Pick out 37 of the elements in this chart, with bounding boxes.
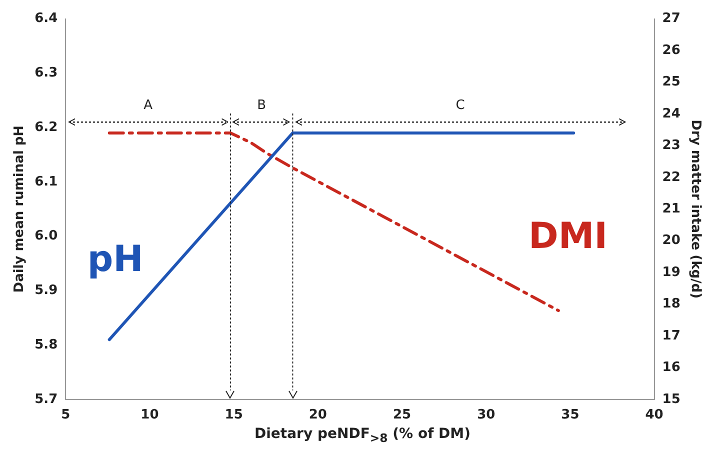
y2-tick-label: 27 bbox=[662, 11, 680, 26]
y-tick-label: 6.4 bbox=[34, 11, 58, 26]
x-tick-label: 15 bbox=[224, 408, 243, 423]
x-tick-label: 40 bbox=[645, 408, 664, 423]
y2-axis-title: Dry matter intake (kg/d) bbox=[688, 120, 703, 299]
x-tick-label: 5 bbox=[61, 408, 70, 423]
y-tick-label: 5.7 bbox=[34, 392, 58, 407]
y2-tick-label: 19 bbox=[662, 264, 680, 280]
x-tick-label: 35 bbox=[561, 408, 580, 423]
y2-tick-label: 18 bbox=[662, 296, 680, 312]
y2-tick-label: 20 bbox=[662, 233, 680, 248]
y-tick-label: 6.1 bbox=[34, 174, 58, 190]
y2-tick-label: 25 bbox=[662, 74, 680, 90]
y2-tick-label: 21 bbox=[662, 201, 680, 216]
y-tick-label: 6.2 bbox=[34, 120, 58, 135]
y2-tick-label: 16 bbox=[662, 360, 680, 376]
y-tick-label: 5.9 bbox=[34, 283, 58, 298]
annotation: A bbox=[142, 98, 154, 114]
x-tick-label: 20 bbox=[308, 408, 327, 423]
y2-tick-label: 26 bbox=[662, 42, 680, 58]
y-tick-label: 6.0 bbox=[34, 228, 58, 244]
annotation: C bbox=[454, 98, 466, 114]
y-tick-label: 6.3 bbox=[34, 66, 58, 81]
y2-tick-label: 17 bbox=[662, 328, 680, 344]
x-tick-label: 10 bbox=[140, 408, 159, 423]
series-label: pH bbox=[87, 238, 144, 280]
y2-tick-label: 22 bbox=[662, 170, 680, 185]
x-axis-title: Dietary peNDF$_{>8}$ (% of DM) bbox=[254, 426, 472, 445]
y-axis-title: Daily mean ruminal pH bbox=[12, 125, 28, 293]
y2-tick-label: 23 bbox=[662, 138, 680, 154]
y2-tick-label: 24 bbox=[662, 106, 680, 122]
y-tick-label: 5.8 bbox=[34, 337, 58, 352]
x-tick-label: 30 bbox=[477, 408, 496, 423]
y2-tick-label: 15 bbox=[662, 392, 680, 407]
x-tick-label: 25 bbox=[392, 408, 412, 423]
annotation: B bbox=[256, 98, 268, 114]
series-label: DMI bbox=[528, 216, 608, 257]
